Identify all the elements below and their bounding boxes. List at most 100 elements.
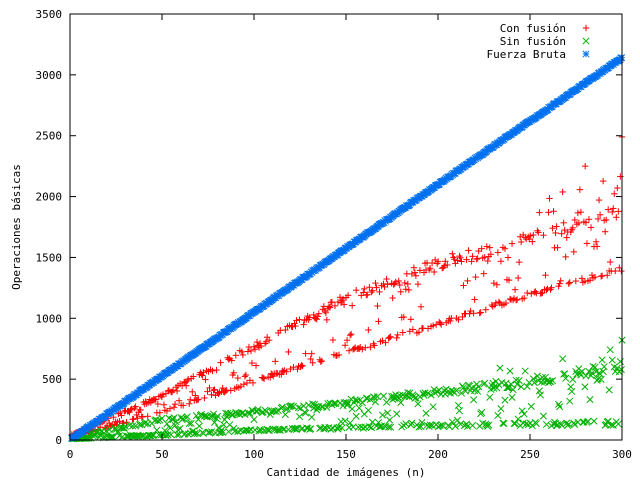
con-fusi-n-point: [332, 303, 338, 309]
y-tick-label-500: 500: [42, 373, 62, 386]
sin-fusi-n-point: [559, 356, 565, 362]
con-fusi-n-point: [559, 189, 565, 195]
con-fusi-n-point: [171, 404, 177, 410]
sin-fusi-n-point: [606, 387, 612, 393]
con-fusi-n-point: [602, 228, 608, 234]
con-fusi-n-point: [610, 205, 616, 211]
con-fusi-n-point: [298, 362, 304, 368]
sin-fusi-n-point: [564, 420, 570, 426]
con-fusi-n-point: [544, 286, 550, 292]
sin-fusi-n-point: [342, 418, 348, 424]
con-fusi-n-point: [347, 332, 353, 338]
con-fusi-n-point: [534, 228, 540, 234]
con-fusi-n-point: [546, 195, 552, 201]
con-fusi-n-point: [550, 208, 556, 214]
con-fusi-n-point: [365, 327, 371, 333]
y-tick-label-2000: 2000: [36, 191, 63, 204]
sin-fusi-n-point: [469, 422, 475, 428]
con-fusi-n-point: [370, 341, 376, 347]
con-fusi-n-point: [389, 295, 395, 301]
con-fusi-n-point: [575, 210, 581, 216]
con-fusi-n-point: [562, 254, 568, 260]
sin-fusi-n-point: [515, 416, 521, 422]
con-fusi-n-point: [418, 304, 424, 310]
sin-fusi-n-point: [360, 425, 366, 431]
con-fusi-n-point: [174, 388, 180, 394]
y-tick-label-3500: 3500: [36, 8, 63, 21]
con-fusi-n-point: [243, 372, 249, 378]
con-fusi-n-point: [498, 258, 504, 264]
sin-fusi-n-point: [470, 397, 476, 403]
x-tick-label-300: 300: [612, 448, 632, 461]
sin-fusi-n-point: [507, 368, 513, 374]
con-fusi-n-point: [505, 254, 511, 260]
con-fusi-n-point: [599, 273, 605, 279]
con-fusi-n-point: [617, 173, 623, 179]
sin-fusi-n-point: [328, 426, 334, 432]
legend-marker-0: [583, 25, 589, 31]
sin-fusi-n-point: [607, 347, 613, 353]
con-fusi-n-point: [558, 231, 564, 237]
con-fusi-n-point: [549, 225, 555, 231]
sin-fusi-n-point: [365, 407, 371, 413]
legend-label-0: Con fusión: [500, 22, 566, 35]
con-fusi-n-point: [464, 278, 470, 284]
sin-fusi-n-point: [569, 388, 575, 394]
y-tick-label-1500: 1500: [36, 251, 63, 264]
con-fusi-n-point: [349, 302, 355, 308]
sin-fusi-n-point: [393, 411, 399, 417]
sin-fusi-n-point: [518, 384, 524, 390]
con-fusi-n-point: [353, 287, 359, 293]
sin-fusi-n-point: [617, 358, 623, 364]
con-fusi-n-point: [245, 348, 251, 354]
con-fusi-n-point: [612, 268, 618, 274]
sin-fusi-n-point: [519, 408, 525, 414]
legend-marker-2: [583, 51, 589, 57]
sin-fusi-n-point: [534, 373, 540, 379]
x-tick-label-200: 200: [428, 448, 448, 461]
con-fusi-n-point: [272, 358, 278, 364]
con-fusi-n-point: [386, 334, 392, 340]
con-fusi-n-point: [130, 416, 136, 422]
con-fusi-n-point: [509, 240, 515, 246]
con-fusi-n-point: [383, 276, 389, 282]
sin-fusi-n-point: [509, 394, 515, 400]
legend-label-2: Fuerza Bruta: [487, 48, 566, 61]
con-fusi-n-point: [542, 272, 548, 278]
con-fusi-n-point: [578, 209, 584, 215]
con-fusi-n-point: [564, 234, 570, 240]
con-fusi-n-point: [518, 239, 524, 245]
con-fusi-n-point: [579, 275, 585, 281]
con-fusi-n-point: [134, 415, 140, 421]
sin-fusi-n-point: [521, 411, 527, 417]
con-fusi-n-point: [233, 352, 239, 358]
sin-fusi-n-point: [379, 412, 385, 418]
y-tick-label-3000: 3000: [36, 69, 63, 82]
sin-fusi-n-point: [349, 406, 355, 412]
y-tick-label-1000: 1000: [36, 312, 63, 325]
con-fusi-n-point: [172, 401, 178, 407]
sin-fusi-n-point: [609, 357, 615, 363]
con-fusi-n-point: [567, 279, 573, 285]
x-tick-label-0: 0: [67, 448, 74, 461]
sin-fusi-n-point: [582, 384, 588, 390]
con-fusi-n-point: [611, 191, 617, 197]
x-tick-label-150: 150: [336, 448, 356, 461]
con-fusi-n-point: [330, 337, 336, 343]
con-fusi-n-point: [296, 316, 302, 322]
con-fusi-n-point: [362, 345, 368, 351]
con-fusi-n-point: [515, 275, 521, 281]
con-fusi-n-point: [472, 274, 478, 280]
con-fusi-n-point: [491, 280, 497, 286]
con-fusi-n-point: [408, 316, 414, 322]
sin-fusi-n-point: [599, 357, 605, 363]
con-fusi-n-point: [512, 286, 518, 292]
sin-fusi-n-point: [380, 393, 386, 399]
con-fusi-n-point: [393, 335, 399, 341]
sin-fusi-n-point: [386, 417, 392, 423]
legend-label-1: Sin fusión: [500, 35, 566, 48]
con-fusi-n-point: [596, 197, 602, 203]
y-tick-label-0: 0: [55, 434, 62, 447]
